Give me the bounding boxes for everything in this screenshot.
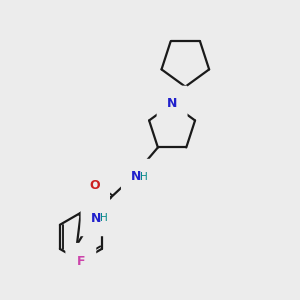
Text: N: N	[167, 97, 177, 110]
Text: N: N	[131, 170, 142, 183]
Text: H: H	[100, 213, 107, 223]
FancyBboxPatch shape	[81, 200, 112, 236]
Text: H: H	[140, 172, 148, 182]
Text: N: N	[91, 212, 101, 225]
FancyBboxPatch shape	[79, 168, 110, 204]
Text: O: O	[89, 179, 100, 192]
FancyBboxPatch shape	[157, 86, 188, 122]
FancyBboxPatch shape	[65, 243, 96, 279]
Text: F: F	[76, 254, 85, 268]
FancyBboxPatch shape	[121, 159, 152, 195]
